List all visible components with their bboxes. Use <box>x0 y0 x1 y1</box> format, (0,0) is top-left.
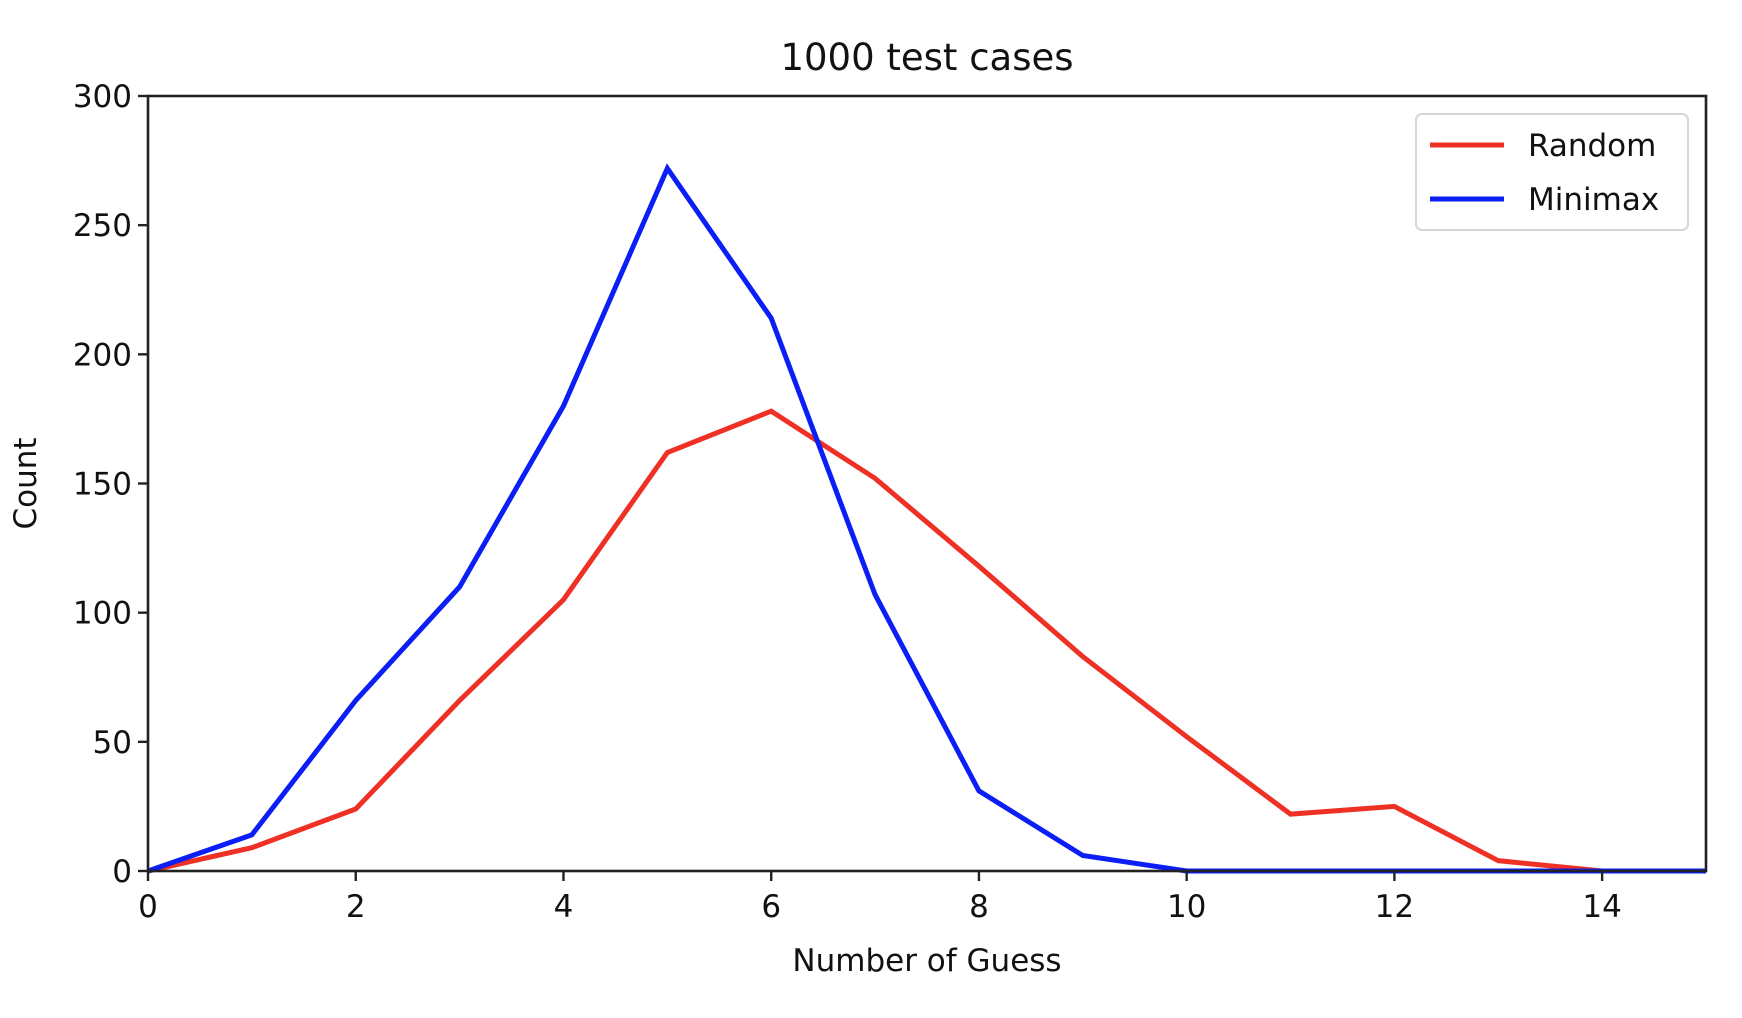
y-tick-label: 0 <box>112 854 132 890</box>
x-tick-label: 14 <box>1582 889 1621 925</box>
x-tick-label: 0 <box>138 889 158 925</box>
x-tick-label: 10 <box>1167 889 1206 925</box>
y-axis: 0 50 100 150 200 250 300 <box>73 79 148 890</box>
y-tick-label: 50 <box>93 725 132 761</box>
legend-label-random: Random <box>1528 128 1656 164</box>
y-tick-label: 300 <box>73 79 132 115</box>
series-line-random <box>147 408 1706 874</box>
legend-label-minimax: Minimax <box>1528 182 1659 218</box>
x-axis: 0 2 4 6 8 10 12 14 <box>138 871 1622 925</box>
x-tick-label: 2 <box>346 889 366 925</box>
legend: Random Minimax <box>1415 113 1689 231</box>
x-axis-title: Number of Guess <box>792 943 1061 979</box>
y-axis-title: Count <box>8 437 44 529</box>
chart-title: 1000 test cases <box>780 36 1073 79</box>
y-tick-label: 200 <box>73 337 132 373</box>
y-tick-label: 100 <box>73 596 132 632</box>
y-tick-label: 250 <box>73 208 132 244</box>
x-tick-label: 6 <box>761 889 781 925</box>
x-tick-label: 4 <box>554 889 574 925</box>
y-tick-label: 150 <box>73 467 132 503</box>
x-tick-label: 8 <box>969 889 989 925</box>
x-tick-label: 12 <box>1375 889 1414 925</box>
